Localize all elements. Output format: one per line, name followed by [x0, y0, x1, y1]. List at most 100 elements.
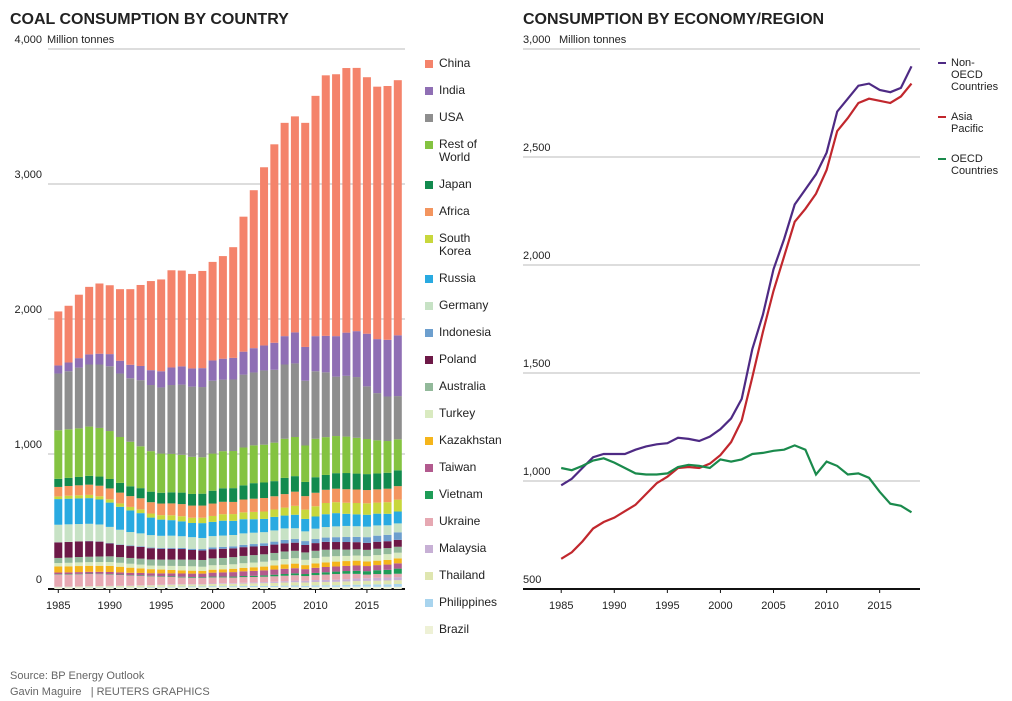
bar-segment	[383, 541, 392, 549]
bar-segment	[208, 569, 217, 573]
bar-segment	[249, 348, 258, 373]
bar-segment	[383, 339, 392, 397]
legend-item: Taiwan	[425, 461, 503, 474]
bar-segment	[146, 385, 155, 452]
bar-segment	[352, 526, 361, 537]
bar-segment	[239, 582, 248, 584]
bar-segment	[373, 489, 382, 503]
bar-segment	[157, 548, 166, 560]
bar-segment	[177, 549, 186, 560]
x-tick-label: 1995	[655, 600, 679, 612]
bar-segment	[208, 380, 217, 454]
bar-segment	[301, 587, 310, 589]
bar-segment	[218, 564, 227, 570]
bar-segment	[64, 542, 73, 558]
bar-segment	[85, 574, 94, 587]
bar-segment	[167, 547, 176, 549]
bar-segment	[54, 563, 63, 567]
bar-segment	[54, 542, 63, 558]
bar-segment	[290, 558, 299, 564]
bar-segment	[74, 587, 83, 589]
bar-segment	[393, 80, 402, 336]
bar-segment	[249, 567, 258, 571]
legend-swatch	[425, 410, 433, 418]
bar-segment	[64, 566, 73, 573]
bar-segment	[301, 122, 310, 347]
bar-segment	[260, 370, 269, 445]
bar-segment	[321, 562, 330, 567]
legend-label: China	[439, 56, 471, 70]
bar-segment	[105, 587, 114, 589]
bar-segment	[167, 492, 176, 504]
bar-segment	[290, 476, 299, 492]
bar-segment	[393, 577, 402, 581]
bar-segment	[239, 447, 248, 486]
bar-segment	[54, 430, 63, 479]
bar-segment	[146, 585, 155, 587]
legend-item: Malaysia	[425, 542, 503, 555]
bar-segment	[218, 572, 227, 577]
bar-segment	[177, 559, 186, 567]
bar-segment	[136, 284, 145, 366]
bar-segment	[105, 565, 114, 572]
bar-segment	[239, 533, 248, 545]
bar-segment	[208, 360, 217, 381]
bar-segment	[229, 577, 238, 584]
bar-segment	[229, 557, 238, 565]
bar-segment	[208, 584, 217, 587]
y-tick-label: 500	[523, 574, 541, 586]
bar-segment	[229, 451, 238, 489]
bar-segment	[332, 556, 341, 562]
bar-segment	[177, 504, 186, 517]
bar-segment	[270, 541, 279, 545]
bar-segment	[157, 559, 166, 566]
bar-segment	[229, 583, 238, 587]
bar-segment	[188, 570, 197, 574]
bar-segment	[260, 545, 269, 555]
bar-segment	[136, 575, 145, 576]
bar-segment	[362, 542, 371, 550]
bar-segment	[393, 539, 402, 547]
bar-segment	[332, 571, 341, 575]
bar-segment	[64, 477, 73, 486]
bar-segment	[54, 499, 63, 525]
bar-segment	[116, 574, 125, 586]
bar-segment	[116, 566, 125, 573]
bar-segment	[177, 566, 186, 571]
bar-segment	[373, 535, 382, 542]
bar-segment	[342, 502, 351, 514]
bar-segment	[126, 486, 135, 497]
bar-segment	[311, 581, 320, 586]
bar-segment	[342, 68, 351, 333]
legend-item: Africa	[425, 205, 503, 218]
bar-segment	[352, 586, 361, 589]
bar-segment	[167, 270, 176, 368]
bar-segment	[301, 445, 310, 482]
bar-segment	[116, 557, 125, 563]
bar-segment	[229, 548, 238, 558]
bar-segment	[301, 531, 310, 542]
bar-segment	[321, 549, 330, 557]
bar-segment	[393, 335, 402, 397]
bar-segment	[188, 505, 197, 518]
bar-segment	[95, 353, 104, 365]
legend-label: Malaysia	[439, 541, 487, 555]
bar-segment	[332, 74, 341, 337]
bar-segment	[239, 576, 248, 578]
legend-item: Australia	[425, 380, 503, 393]
bar-segment	[249, 586, 258, 589]
bar-segment	[74, 485, 83, 496]
bar-segment	[136, 587, 145, 589]
bar-segment	[188, 273, 197, 369]
bar-segment	[188, 573, 197, 577]
bar-segment	[64, 362, 73, 372]
bar-segment	[270, 481, 279, 497]
bar-segment	[321, 566, 330, 573]
bar-segment	[239, 512, 248, 520]
bar-segment	[208, 583, 217, 585]
bar-segment	[157, 503, 166, 516]
bar-segment	[332, 336, 341, 377]
bar-segment	[85, 586, 94, 588]
bar-segment	[311, 585, 320, 587]
